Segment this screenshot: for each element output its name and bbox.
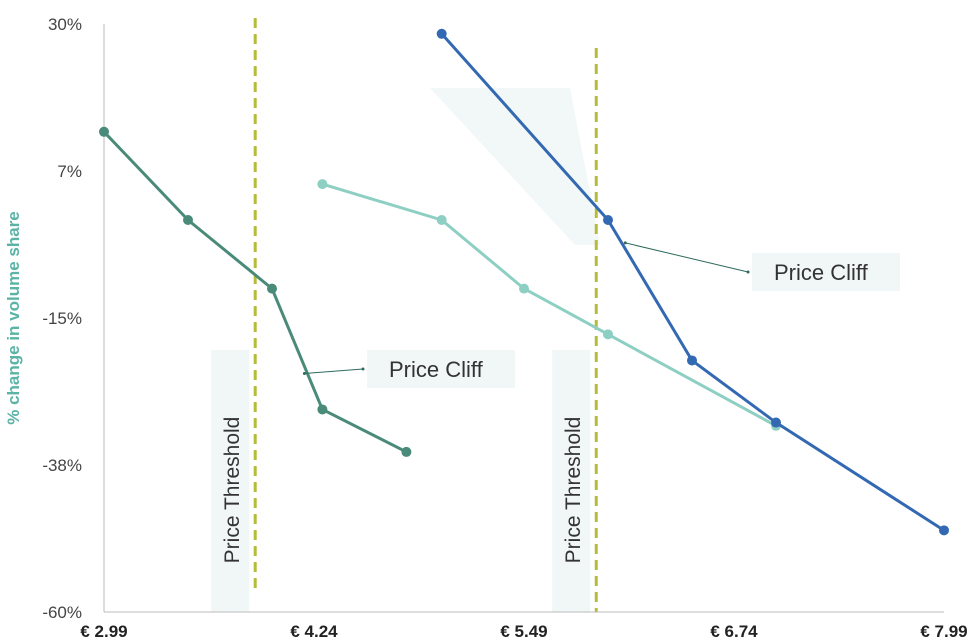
threshold-label-box	[552, 350, 591, 612]
leader-dot	[623, 241, 627, 245]
data-point	[603, 329, 613, 340]
y-tick-label: 7%	[57, 162, 82, 181]
leader-dot	[746, 270, 750, 274]
data-point	[183, 215, 193, 225]
x-tick-label: € 2.99	[80, 622, 127, 640]
x-tick-label: € 5.49	[500, 622, 547, 640]
y-axis-label: % change in volume share	[4, 211, 23, 425]
data-point	[317, 179, 328, 190]
y-tick-label: -60%	[42, 603, 82, 622]
price-cliff-box	[752, 253, 900, 291]
series-line-2	[321, 182, 777, 428]
data-point	[436, 28, 447, 39]
data-point	[939, 525, 949, 536]
price-cliff-leader	[625, 242, 749, 273]
data-point	[519, 283, 529, 294]
x-tick-label: € 6.74	[710, 622, 758, 640]
y-tick-label: -38%	[42, 456, 82, 475]
price-cliff-box	[367, 350, 515, 388]
price-threshold-label: Price Threshold	[221, 417, 244, 564]
data-point	[771, 417, 781, 428]
data-point	[401, 446, 412, 457]
data-point	[317, 404, 328, 415]
data-point	[436, 215, 447, 225]
y-tick-label: -15%	[42, 309, 82, 328]
price-cliff-leader	[304, 368, 364, 375]
price-threshold-label: Price Threshold	[562, 417, 585, 564]
y-tick-label: 30%	[48, 15, 82, 34]
data-point	[99, 126, 109, 137]
background-shade	[430, 88, 600, 245]
data-point	[687, 355, 697, 366]
price-cliff-label: Price Cliff	[389, 357, 484, 382]
leader-dot	[302, 372, 306, 376]
x-tick-label: € 4.24	[290, 622, 338, 640]
threshold-label-box	[211, 350, 250, 612]
leader-dot	[361, 367, 365, 371]
x-tick-label: € 7.99	[920, 622, 967, 640]
price-cliff-label: Price Cliff	[774, 260, 869, 285]
data-point	[267, 283, 277, 294]
data-point	[603, 215, 613, 225]
